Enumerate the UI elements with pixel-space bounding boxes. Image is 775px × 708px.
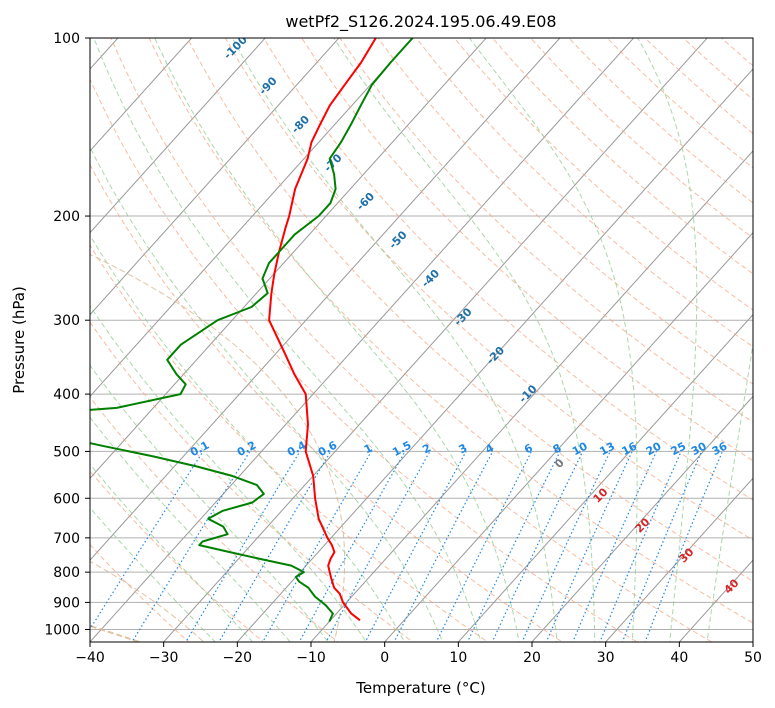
moist-adiabat-line <box>90 416 291 642</box>
mixing-ratio-line <box>325 451 431 642</box>
mixing-ratio-label: 20 <box>644 439 664 458</box>
x-tick-label: 30 <box>597 650 615 666</box>
mixing-ratio-line <box>545 451 633 642</box>
dry-adiabat-line <box>377 38 753 385</box>
lcl-curve <box>90 560 205 642</box>
moist-adiabat-line <box>637 38 698 642</box>
mixing-ratio-line <box>131 451 251 642</box>
dry-adiabat-line <box>110 38 713 642</box>
mixing-ratio-line <box>185 451 301 642</box>
plot-area: 0.1 0.2 0.4 0.6 1 1.5 2 3 4 6 8 10 13 16 20 25 30 36-100-… <box>90 38 753 642</box>
y-tick-label: 600 <box>53 491 80 507</box>
isotherm-line <box>236 68 753 642</box>
y-tick-label: 500 <box>53 444 80 460</box>
x-tick-label: 10 <box>449 650 467 666</box>
dry-adiabat-line <box>90 77 638 642</box>
y-tick-label: 1000 <box>44 622 80 638</box>
mixing-ratio-label: 16 <box>620 439 640 458</box>
isotherm-line <box>310 150 753 642</box>
mixing-ratio-label: 25 <box>669 440 689 459</box>
dry-adiabat-line <box>90 396 340 642</box>
moist-adiabat-line <box>90 305 367 642</box>
x-tick-label: −40 <box>75 650 105 666</box>
y-tick-label: 300 <box>53 313 80 329</box>
isotherm-line <box>90 38 561 561</box>
isotherm-line <box>90 38 266 234</box>
dry-adiabat-line <box>90 470 265 642</box>
moist-adiabat-line <box>706 341 753 642</box>
mixing-ratio-label: 10 <box>570 439 590 458</box>
y-tick-label: 200 <box>53 209 80 225</box>
x-tick-label: 0 <box>380 650 389 666</box>
moist-adiabat-line <box>154 38 520 642</box>
mixing-ratio-line <box>572 451 658 642</box>
isotherm-line <box>90 38 193 152</box>
moist-adiabat-line <box>90 234 406 642</box>
mixing-ratio-label: 30 <box>689 439 709 458</box>
isotherm-line <box>604 477 753 642</box>
y-axis-title: Pressure (hPa) <box>10 286 28 394</box>
dry-adiabat-line <box>263 38 753 501</box>
dry-adiabat-line <box>339 38 753 423</box>
x-tick-label: −10 <box>296 650 326 666</box>
dry-adiabat-line <box>148 38 753 624</box>
isotherm-line <box>90 38 487 479</box>
isotherm-line <box>90 38 340 316</box>
moist-adiabat-line <box>231 38 558 642</box>
mixing-ratio-line <box>599 451 682 642</box>
mixing-ratio-line <box>466 451 561 642</box>
mixing-ratio-line <box>364 451 467 642</box>
isotherm-line <box>90 38 635 642</box>
lcl-curve <box>90 253 346 642</box>
x-tick-label: 40 <box>670 650 688 666</box>
chart-title: wetPf2_S126.2024.195.06.49.E08 <box>285 12 556 32</box>
moist-adiabat-line <box>90 506 216 642</box>
x-tick-label: 50 <box>744 650 762 666</box>
mixing-ratio-label: 13 <box>597 440 617 459</box>
plot-frame <box>89 37 754 643</box>
temperature-profile-line <box>268 38 377 622</box>
isotherm-line <box>531 395 753 642</box>
y-tick-label: 700 <box>53 531 80 547</box>
dry-adiabat-line <box>453 38 753 311</box>
isotherm-line <box>383 231 753 642</box>
x-axis-title: Temperature (°C) <box>355 679 485 697</box>
moist-adiabat-line <box>90 463 254 642</box>
mixing-ratio-line <box>298 451 406 642</box>
mixing-ratio-line <box>218 451 332 642</box>
mixing-ratio-line <box>90 451 204 631</box>
dry-adiabat-line <box>224 38 753 541</box>
moist-adiabat-line <box>93 38 482 642</box>
y-tick-label: 100 <box>53 31 80 47</box>
dry-adiabat-line <box>90 244 489 642</box>
x-tick-label: 20 <box>523 650 541 666</box>
y-tick-label: 400 <box>53 387 80 403</box>
isotherm-line <box>90 38 414 398</box>
y-tick-label: 800 <box>53 565 80 581</box>
dry-adiabat-line <box>90 321 414 642</box>
isotherm-line <box>162 38 708 642</box>
x-tick-label: −20 <box>223 650 253 666</box>
moist-adiabat-line <box>333 38 596 642</box>
y-tick-label: 900 <box>53 595 80 611</box>
dry-adiabat-line <box>90 163 564 642</box>
dewpoint-profile-line <box>90 38 414 623</box>
mixing-ratio-label: 36 <box>710 439 730 458</box>
axes: −40 −30 −20 −10 0 10 20 30 40 50 100 200 300 400 500 60… <box>44 31 762 666</box>
x-tick-label: −30 <box>149 650 179 666</box>
mixing-ratio-line <box>621 451 703 642</box>
